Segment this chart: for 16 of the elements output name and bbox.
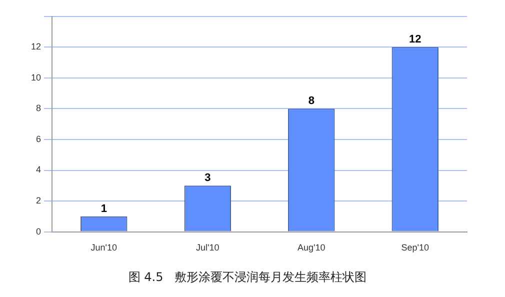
y-tick-label: 12 [30, 42, 42, 52]
data-label: 1 [100, 202, 107, 215]
data-label: 8 [308, 95, 314, 108]
y-tick-label: 6 [36, 134, 42, 144]
x-tick-label: Jun'10 [90, 242, 118, 253]
x-tick-label: Aug'10 [298, 242, 326, 253]
x-tick-label: Sep'10 [401, 242, 429, 253]
x-tick-label: Jul'10 [196, 242, 220, 253]
data-label: 12 [409, 34, 422, 46]
text: 图 4.5 敷形涂覆不浸润每月发生频率柱状图 [128, 270, 367, 284]
data-label: 3 [204, 172, 211, 184]
y-tick-label: 4 [36, 164, 42, 175]
y-tick-label: 2 [36, 196, 42, 206]
y-tick-label: 10 [30, 72, 42, 82]
y-tick-label: 8 [36, 103, 42, 114]
y-tick-label: 0 [36, 226, 42, 236]
